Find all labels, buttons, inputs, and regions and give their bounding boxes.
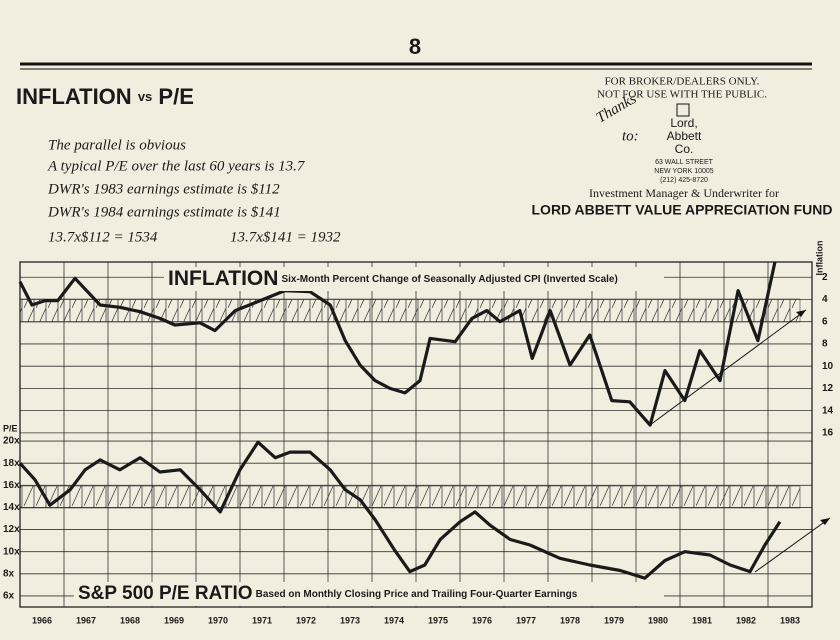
y-tick-label: 18x — [3, 458, 20, 469]
heading-main: INFLATION — [16, 84, 132, 109]
y-tick-label: 20x — [3, 436, 20, 447]
x-tick-label: 1972 — [296, 615, 316, 625]
trend-arrow — [649, 309, 807, 426]
x-tick-label: 1977 — [516, 615, 536, 625]
chart-subtitle: Six-Month Percent Change of Seasonally A… — [281, 274, 617, 285]
x-tick-label: 1975 — [428, 615, 448, 625]
handwritten-note: A typical P/E over the last 60 years is … — [47, 158, 306, 174]
x-tick-label: 1968 — [120, 615, 140, 625]
data-line — [18, 440, 782, 580]
arrow-head — [796, 310, 806, 317]
y-tick-label: 10x — [3, 546, 20, 557]
x-tick-label: 1967 — [76, 615, 96, 625]
y-tick-label: 2 — [822, 272, 828, 283]
x-tick-label: 1980 — [648, 615, 668, 625]
y-tick-label: 14 — [822, 405, 834, 416]
firm-logo — [676, 103, 690, 117]
firm-address: (212) 425-8720 — [660, 177, 708, 184]
handwritten-note: 13.7x$141 = 1932 — [230, 229, 341, 245]
chart-frame — [19, 261, 813, 608]
firm-role: Investment Manager & Underwriter for — [589, 186, 779, 200]
y-axis-label: Inflation — [814, 241, 824, 276]
x-tick-label: 1978 — [560, 615, 580, 625]
x-tick-label: 1971 — [252, 615, 272, 625]
plot: 2 4 6 8 10 12 14 16 Inflation INFLATION Six-Month … — [3, 241, 834, 626]
y-tick-label: 16x — [3, 480, 20, 491]
y-tick-label: 12x — [3, 524, 20, 535]
y-axis-label: P/E — [3, 423, 18, 433]
y-tick-label: 12 — [822, 383, 834, 394]
x-tick-label: 1969 — [164, 615, 184, 625]
y-tick-label: 10 — [822, 361, 834, 372]
disclaimer: FOR BROKER/DEALERS ONLY. — [605, 76, 760, 88]
x-tick-label: 1970 — [208, 615, 228, 625]
chart-subtitle: Based on Monthly Closing Price and Trail… — [256, 589, 578, 600]
disclaimer: NOT FOR USE WITH THE PUBLIC. — [597, 89, 767, 101]
heading: INFLATION vs P/E — [16, 84, 194, 109]
y-tick-label: 8 — [822, 339, 828, 350]
handwritten-note: DWR's 1983 earnings estimate is $112 — [47, 181, 280, 197]
x-tick-label: 1976 — [472, 615, 492, 625]
handwritten-note: DWR's 1984 earnings estimate is $141 — [47, 204, 281, 220]
title-backdrop — [164, 267, 664, 291]
x-tick-label: 1983 — [780, 615, 800, 625]
firm-name: Co. — [675, 142, 694, 156]
handwritten-note: 13.7x$112 = 1534 — [48, 229, 158, 245]
handwritten-note: The parallel is obvious — [48, 137, 186, 153]
heading-tail: P/E — [158, 84, 193, 109]
firm-address: 63 WALL STREET — [655, 159, 714, 166]
y-tick-label: 8x — [3, 568, 15, 579]
chart-title: INFLATION Six-Month Percent Change of Sea… — [168, 267, 618, 290]
thanks-note: to: — [622, 128, 639, 144]
firm-name: Abbett — [667, 129, 702, 143]
firm-name: Lord, — [670, 116, 697, 130]
firm-address: NEW YORK 10005 — [654, 168, 714, 175]
x-tick-label: 1979 — [604, 615, 624, 625]
x-tick-label: 1982 — [736, 615, 756, 625]
trend-arrow — [754, 517, 831, 573]
page-number: 8 — [409, 34, 421, 59]
x-tick-label: 1981 — [692, 615, 712, 625]
heading-vs: vs — [138, 89, 152, 104]
chart-title-text: INFLATION — [168, 267, 278, 290]
chart-title-text: S&P 500 P/E RATIO — [78, 583, 253, 604]
y-tick-label: 6x — [3, 591, 15, 602]
x-tick-label: 1973 — [340, 615, 360, 625]
y-tick-label: 6 — [822, 316, 828, 327]
pe-band — [19, 485, 801, 509]
y-tick-label: 16 — [822, 428, 834, 439]
y-tick-label: 4 — [822, 294, 828, 305]
x-tick-label: 1974 — [384, 615, 404, 625]
y-tick-label: 14x — [3, 502, 20, 513]
chart-title: S&P 500 P/E RATIO Based on Monthly Closin… — [78, 583, 578, 604]
arrow-head — [820, 518, 830, 525]
title-backdrop — [74, 582, 664, 606]
x-tick-label: 1966 — [32, 615, 52, 625]
fund-name: LORD ABBETT VALUE APPRECIATION FUND — [532, 202, 833, 218]
